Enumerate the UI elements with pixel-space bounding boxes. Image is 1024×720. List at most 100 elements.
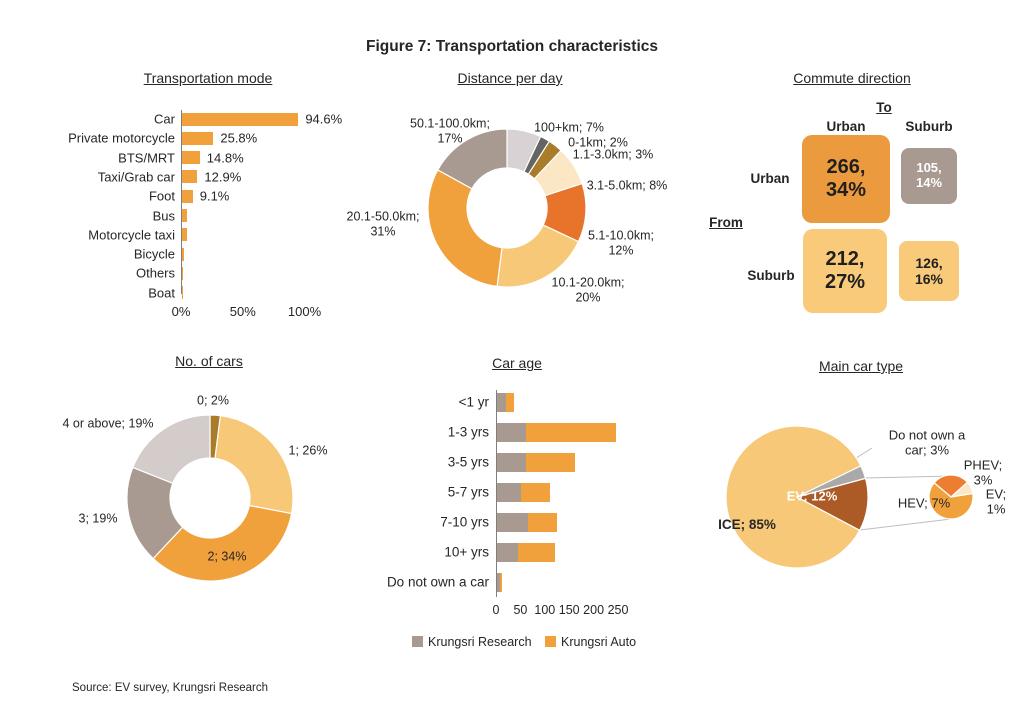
pie-label-phev-3: PHEV; 3% bbox=[963, 457, 1003, 488]
bar-value-taxi-grab-car: 12.9% bbox=[204, 169, 242, 185]
pie-label-ev-12: EV; 12% bbox=[786, 488, 838, 504]
chart-title-distance-per-day: Distance per day bbox=[457, 70, 563, 86]
legend-swatch-krungsri-research bbox=[412, 636, 423, 647]
main-slice-ice-85 bbox=[725, 425, 862, 569]
main-car-type-pie bbox=[725, 425, 974, 569]
car-age-tick-4: 200 bbox=[583, 603, 605, 617]
car-age-category-7-10-yrs: 7-10 yrs bbox=[440, 514, 489, 530]
secondary-slice-hev-7 bbox=[928, 482, 974, 520]
bar-motorcycle-taxi bbox=[181, 228, 187, 242]
donut-label-3-1-5-0km-8: 3.1-5.0km; 8% bbox=[586, 178, 668, 193]
bar-category-bus: Bus bbox=[152, 208, 175, 223]
slice-20-1-50-0km-31 bbox=[427, 169, 503, 288]
commute-col-header-suburb: Suburb bbox=[905, 119, 953, 134]
stacked-bar-krungsri-auto-10-yrs bbox=[518, 542, 556, 562]
bar-category-taxi-grab-car: Taxi/Grab car bbox=[97, 169, 175, 185]
commute-to-label: To bbox=[876, 100, 892, 115]
slice-2-34 bbox=[152, 504, 293, 582]
stacked-bar-krungsri-auto-do-not-own-a-car bbox=[499, 572, 503, 592]
commute-cell-suburb-to-urban: 212, 27% bbox=[803, 229, 887, 313]
secondary-slice-phev-3 bbox=[933, 474, 969, 498]
donut-label-50-1-100-0km-17: 50.1-100.0km; 17% bbox=[410, 116, 490, 145]
source-note: Source: EV survey, Krungsri Research bbox=[72, 682, 269, 694]
bar-category-motorcycle-taxi: Motorcycle taxi bbox=[88, 227, 175, 243]
bar-private-motorcycle bbox=[181, 131, 214, 145]
transportation-mode-tick-0: 0% bbox=[171, 304, 191, 319]
stacked-bar-krungsri-auto-7-10-yrs bbox=[528, 512, 558, 532]
stacked-bar-krungsri-research-7-10-yrs bbox=[496, 512, 529, 532]
main-slice-ev-12 bbox=[795, 477, 869, 532]
commute-cell-urban-to-urban: 266, 34% bbox=[802, 135, 890, 223]
chart-title-no-of-cars: No. of cars bbox=[175, 353, 243, 369]
bar-value-private-motorcycle: 25.8% bbox=[220, 130, 258, 146]
car-age-category-10-yrs: 10+ yrs bbox=[444, 544, 489, 560]
commute-row-header-urban: Urban bbox=[750, 171, 790, 186]
donut-label-1-1-3-0km-3: 1.1-3.0km; 3% bbox=[572, 147, 654, 162]
commute-cell-suburb-to-suburb: 126, 16% bbox=[899, 241, 959, 301]
donut-label-3-19: 3; 19% bbox=[78, 511, 118, 526]
donut-label-1-26: 1; 26% bbox=[288, 443, 328, 458]
transportation-mode-tick-1: 50% bbox=[229, 304, 256, 319]
bar-category-bicycle: Bicycle bbox=[133, 246, 175, 262]
slice-4-or-above-19 bbox=[132, 414, 211, 485]
car-age-category-1-yr: <1 yr bbox=[458, 394, 489, 410]
donut-label-5-1-10-0km-12: 5.1-10.0km; 12% bbox=[587, 228, 655, 257]
pie-label-do-not-own-a-car-3: Do not own a car; 3% bbox=[888, 427, 966, 458]
bar-value-bts-mrt: 14.8% bbox=[206, 150, 244, 166]
pie-label-ev-1: EV; 1% bbox=[985, 486, 1007, 517]
car-age-category-1-3-yrs: 1-3 yrs bbox=[447, 424, 489, 440]
donut-label-20-1-50-0km-31: 20.1-50.0km; 31% bbox=[346, 209, 420, 238]
bar-foot bbox=[181, 189, 193, 203]
bar-category-foot: Foot bbox=[148, 188, 175, 204]
bar-bts-mrt bbox=[181, 151, 200, 165]
commute-row-header-suburb: Suburb bbox=[747, 268, 795, 283]
donut-label-0-2: 0; 2% bbox=[197, 393, 229, 408]
stacked-bar-krungsri-research-do-not-own-a-car bbox=[496, 572, 500, 592]
commute-col-header-urban: Urban bbox=[826, 119, 866, 134]
donut-label-10-1-20-0km-20: 10.1-20.0km; 20% bbox=[551, 275, 625, 304]
chart-title-car-age: Car age bbox=[492, 355, 542, 371]
bar-taxi-grab-car bbox=[181, 170, 198, 184]
figure-title: Figure 7: Transportation characteristics bbox=[365, 38, 659, 55]
stacked-bar-krungsri-research-5-7-yrs bbox=[496, 482, 521, 502]
stacked-bar-krungsri-auto-3-5-yrs bbox=[525, 452, 575, 472]
car-age-category-3-5-yrs: 3-5 yrs bbox=[447, 454, 489, 470]
pie-label-hev-7: HEV; 7% bbox=[897, 495, 951, 511]
no-of-cars-donut bbox=[126, 414, 294, 582]
commute-from-label: From bbox=[709, 215, 743, 230]
car-age-category-do-not-own-a-car: Do not own a car bbox=[386, 574, 489, 590]
slice-50-1-100-0km-17 bbox=[436, 128, 508, 190]
chart-title-transportation-mode: Transportation mode bbox=[143, 70, 273, 86]
bar-value-foot: 9.1% bbox=[199, 188, 230, 204]
legend-label-krungsri-research: Krungsri Research bbox=[428, 635, 532, 649]
pie-connector-line bbox=[859, 518, 952, 531]
car-age-category-5-7-yrs: 5-7 yrs bbox=[447, 484, 489, 500]
bar-category-bts-mrt: BTS/MRT bbox=[118, 150, 175, 166]
car-age-tick-5: 250 bbox=[607, 603, 629, 617]
bar-category-others: Others bbox=[135, 265, 175, 281]
stacked-bar-krungsri-research-3-5-yrs bbox=[496, 452, 526, 472]
chart-title-main-car-type: Main car type bbox=[818, 358, 904, 374]
stacked-bar-krungsri-auto-1-yr bbox=[506, 392, 514, 412]
donut-label-4-or-above-19: 4 or above; 19% bbox=[62, 416, 154, 431]
stacked-bar-krungsri-research-1-3-yrs bbox=[496, 422, 526, 442]
stacked-bar-krungsri-research-1-yr bbox=[496, 392, 507, 412]
commute-cell-urban-to-suburb: 105, 14% bbox=[901, 148, 957, 204]
stacked-bar-krungsri-auto-1-3-yrs bbox=[525, 422, 617, 442]
bar-bicycle bbox=[181, 247, 185, 261]
donut-label-2-34: 2; 34% bbox=[207, 549, 247, 564]
car-age-tick-1: 50 bbox=[513, 603, 528, 617]
bar-value-car: 94.6% bbox=[305, 111, 343, 127]
bar-bus bbox=[181, 209, 188, 222]
distance-per-day-donut bbox=[427, 128, 587, 288]
bar-boat bbox=[181, 286, 183, 300]
bar-category-car: Car bbox=[154, 111, 175, 127]
car-age-tick-0: 0 bbox=[492, 603, 500, 617]
stacked-bar-krungsri-auto-5-7-yrs bbox=[520, 482, 551, 502]
bar-car bbox=[181, 112, 299, 126]
transportation-mode-tick-2: 100% bbox=[287, 304, 322, 319]
car-age-tick-3: 150 bbox=[558, 603, 580, 617]
car-age-tick-2: 100 bbox=[534, 603, 556, 617]
legend-label-krungsri-auto: Krungsri Auto bbox=[561, 635, 637, 649]
